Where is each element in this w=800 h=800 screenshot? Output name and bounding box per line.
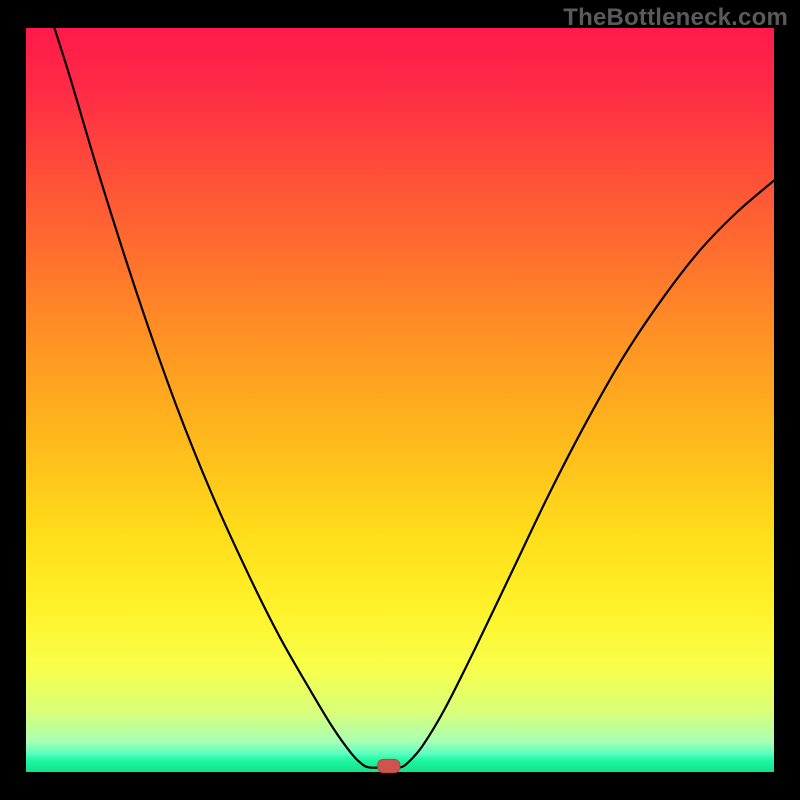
watermark-label: TheBottleneck.com xyxy=(563,4,788,32)
bottleneck-chart xyxy=(0,0,800,800)
plot-background xyxy=(26,28,774,772)
optimal-point-marker xyxy=(378,759,400,772)
chart-container: TheBottleneck.com xyxy=(0,0,800,800)
